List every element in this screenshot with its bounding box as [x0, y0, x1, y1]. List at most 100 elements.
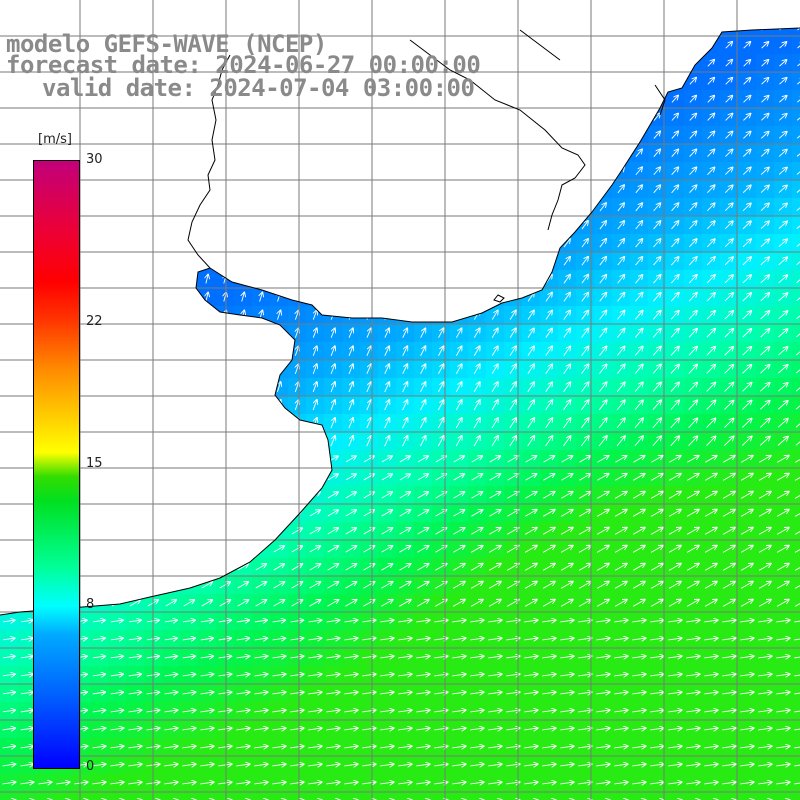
wind-cell	[792, 450, 800, 469]
wind-arrow	[170, 202, 172, 212]
wind-cell	[378, 162, 397, 181]
wind-cell	[396, 252, 415, 271]
wind-arrow	[295, 149, 298, 158]
wind-cell	[252, 540, 271, 559]
wind-cell	[594, 180, 613, 199]
wind-cell	[486, 180, 505, 199]
wind-cell	[756, 0, 775, 19]
wind-cell	[108, 540, 127, 559]
wind-cell	[126, 162, 145, 181]
wind-arrow	[635, 113, 642, 121]
wind-cell	[792, 90, 800, 109]
wind-cell	[540, 144, 559, 163]
wind-arrow	[313, 221, 316, 230]
wind-arrow	[63, 4, 64, 13]
wind-arrow	[420, 292, 426, 302]
wind-cell	[414, 28, 433, 37]
wind-arrow	[563, 41, 569, 50]
wind-arrow	[635, 41, 642, 49]
wind-cell	[126, 792, 145, 800]
wind-cell	[288, 504, 307, 523]
wind-arrow	[278, 203, 281, 212]
wind-arrow	[206, 436, 209, 447]
wind-cell	[324, 126, 343, 145]
wind-cell	[792, 234, 800, 253]
wind-arrow	[238, 456, 247, 463]
wind-cell	[252, 468, 271, 487]
wind-cell	[180, 378, 199, 397]
wind-cell	[792, 504, 800, 523]
wind-arrow	[456, 41, 461, 50]
wind-cell	[198, 558, 217, 577]
wind-cell	[270, 342, 289, 361]
wind-cell	[162, 360, 181, 379]
wind-cell	[576, 144, 595, 163]
wind-cell	[90, 216, 109, 235]
wind-cell	[162, 342, 181, 361]
wind-arrow	[237, 546, 248, 553]
wind-cell	[342, 198, 361, 217]
colorbar-tick-label: 30	[86, 152, 103, 167]
wind-arrow	[93, 582, 104, 589]
wind-arrow	[256, 456, 266, 463]
wind-cell	[594, 90, 613, 109]
wind-cell	[378, 216, 397, 235]
wind-arrow	[349, 131, 353, 140]
wind-cell	[108, 558, 127, 577]
wind-cell	[198, 504, 217, 523]
wind-cell	[594, 144, 613, 163]
wind-arrow	[259, 418, 262, 429]
wind-cell	[414, 144, 433, 163]
wind-cell	[522, 0, 541, 19]
wind-arrow	[170, 184, 172, 194]
wind-cell	[450, 162, 469, 181]
wind-cell	[792, 342, 800, 361]
wind-arrow	[617, 113, 624, 121]
wind-arrow	[80, 130, 81, 140]
wind-cell	[486, 216, 505, 235]
wind-arrow	[242, 5, 245, 14]
wind-arrow	[98, 400, 99, 410]
wind-arrow	[439, 5, 443, 13]
wind-arrow	[581, 185, 588, 194]
wind-cell	[396, 126, 415, 145]
wind-cell	[0, 522, 19, 541]
wind-arrow	[384, 275, 389, 284]
wind-arrow	[349, 203, 353, 212]
wind-cell	[198, 450, 217, 469]
wind-arrow	[421, 5, 425, 13]
wind-cell	[432, 234, 451, 253]
wind-cell	[126, 108, 145, 127]
wind-cell	[414, 180, 433, 199]
wind-cell	[594, 108, 613, 127]
wind-arrow	[3, 582, 14, 589]
wind-arrow	[492, 149, 498, 158]
wind-arrow	[80, 364, 81, 374]
wind-arrow	[3, 600, 14, 607]
wind-cell	[126, 468, 145, 487]
wind-arrow	[385, 131, 389, 140]
wind-cell	[792, 54, 800, 73]
wind-arrow	[510, 41, 516, 50]
wind-cell	[36, 0, 55, 19]
wind-arrow	[80, 184, 81, 194]
wind-cell	[414, 270, 433, 289]
wind-cell	[378, 180, 397, 199]
wind-cell	[414, 792, 433, 800]
wind-arrow	[98, 130, 99, 140]
wind-arrow	[420, 185, 425, 194]
wind-cell	[252, 342, 271, 361]
wind-arrow	[183, 528, 194, 535]
wind-cell	[324, 792, 343, 800]
wind-cell	[612, 90, 631, 109]
wind-arrow	[260, 221, 263, 230]
wind-cell	[576, 0, 595, 19]
wind-arrow	[509, 275, 516, 284]
wind-cell	[342, 270, 361, 289]
wind-arrow	[510, 131, 516, 140]
wind-arrow	[22, 474, 32, 480]
wind-arrow	[260, 346, 263, 356]
wind-arrow	[331, 185, 334, 194]
wind-cell	[288, 792, 307, 800]
wind-cell	[234, 0, 253, 19]
